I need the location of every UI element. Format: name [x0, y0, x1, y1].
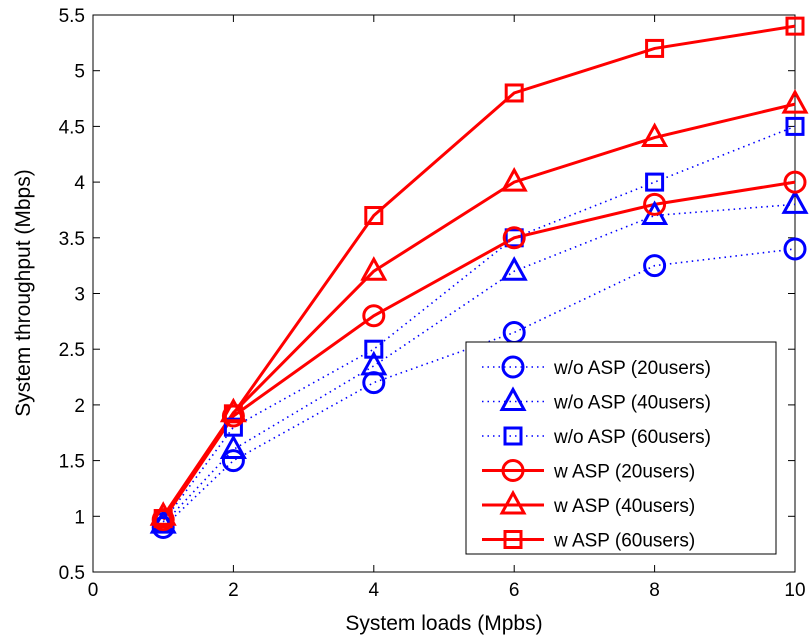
- series-line-3: [162, 125, 796, 523]
- legend-marker-triangle: [499, 489, 527, 515]
- legend-marker-square: [503, 426, 523, 446]
- data-point-triangle: [149, 501, 177, 526]
- x-tick-label: 6: [509, 580, 520, 601]
- data-point-triangle: [781, 189, 809, 214]
- data-point-square: [645, 172, 665, 192]
- y-tick-label: 3: [74, 285, 85, 306]
- data-point-square: [504, 228, 524, 248]
- legend-label: w/o ASP (40users): [553, 393, 711, 414]
- legend-marker-circle: [501, 355, 525, 379]
- y-tick-label: 4.5: [59, 117, 85, 138]
- y-tick-label: 2.5: [59, 340, 85, 361]
- data-point-circle: [783, 170, 807, 194]
- legend-label: w ASP (20users): [553, 462, 695, 483]
- series-markers: [149, 16, 809, 539]
- y-tick-label: 2: [74, 396, 85, 417]
- data-point-square: [364, 339, 384, 359]
- data-point-circle: [502, 226, 526, 250]
- data-point-circle: [783, 237, 807, 261]
- y-tick-label: 3.5: [59, 229, 85, 250]
- data-point-triangle: [360, 350, 388, 376]
- y-tick-label: 5: [74, 62, 85, 83]
- data-point-circle: [362, 304, 386, 328]
- legend-marker-circle: [501, 459, 525, 482]
- x-tick-label: 2: [228, 580, 239, 601]
- y-tick-label: 1: [74, 507, 85, 528]
- data-point-square: [223, 417, 243, 437]
- legend-label: w/o ASP (20users): [553, 358, 711, 379]
- data-point-triangle: [219, 434, 247, 459]
- y-tick-label: 5.5: [59, 6, 85, 27]
- axis-ticks: 0 2 4 6 8 10 0.5 1 1.5 2 2.5 3 3.5 4 4.5 5 5.5: [59, 6, 806, 601]
- data-point-triangle: [500, 256, 528, 281]
- y-tick-label: 1.5: [59, 452, 85, 473]
- data-point-triangle: [500, 166, 528, 192]
- legend: w/o ASP (20users) w/o ASP (40users) w/o AS…: [465, 341, 777, 555]
- data-point-square: [785, 16, 805, 36]
- data-point-triangle: [149, 508, 177, 534]
- legend-label: w ASP (60users): [553, 531, 695, 552]
- series-line-6: [161, 24, 796, 520]
- y-tick-label: 0.5: [59, 563, 85, 584]
- legend-label: w/o ASP (60users): [553, 427, 711, 448]
- data-point-square: [364, 206, 384, 226]
- y-tick-label: 4: [74, 173, 85, 194]
- x-tick-label: 10: [784, 580, 805, 601]
- data-point-square: [645, 38, 665, 58]
- x-tick-label: 4: [369, 580, 380, 601]
- legend-label: w ASP (40users): [553, 496, 695, 517]
- x-tick-label: 8: [649, 580, 660, 601]
- x-axis-label: System loads (Mpbs): [345, 612, 542, 635]
- y-axis-label: System throughput (Mbps): [12, 169, 35, 416]
- data-point-triangle: [781, 89, 809, 114]
- legend-marker-triangle: [499, 386, 527, 411]
- data-point-circle: [643, 192, 667, 216]
- data-point-square: [153, 509, 173, 529]
- legend-marker-square: [503, 530, 523, 549]
- data-point-square: [785, 116, 805, 136]
- data-point-circle: [221, 449, 245, 473]
- series-lines: [161, 24, 796, 529]
- data-point-circle: [643, 254, 667, 278]
- data-point-triangle: [360, 256, 388, 281]
- data-point-square: [504, 83, 524, 103]
- data-point-square: [223, 404, 243, 424]
- data-point-triangle: [641, 122, 669, 148]
- x-tick-label: 0: [88, 580, 99, 601]
